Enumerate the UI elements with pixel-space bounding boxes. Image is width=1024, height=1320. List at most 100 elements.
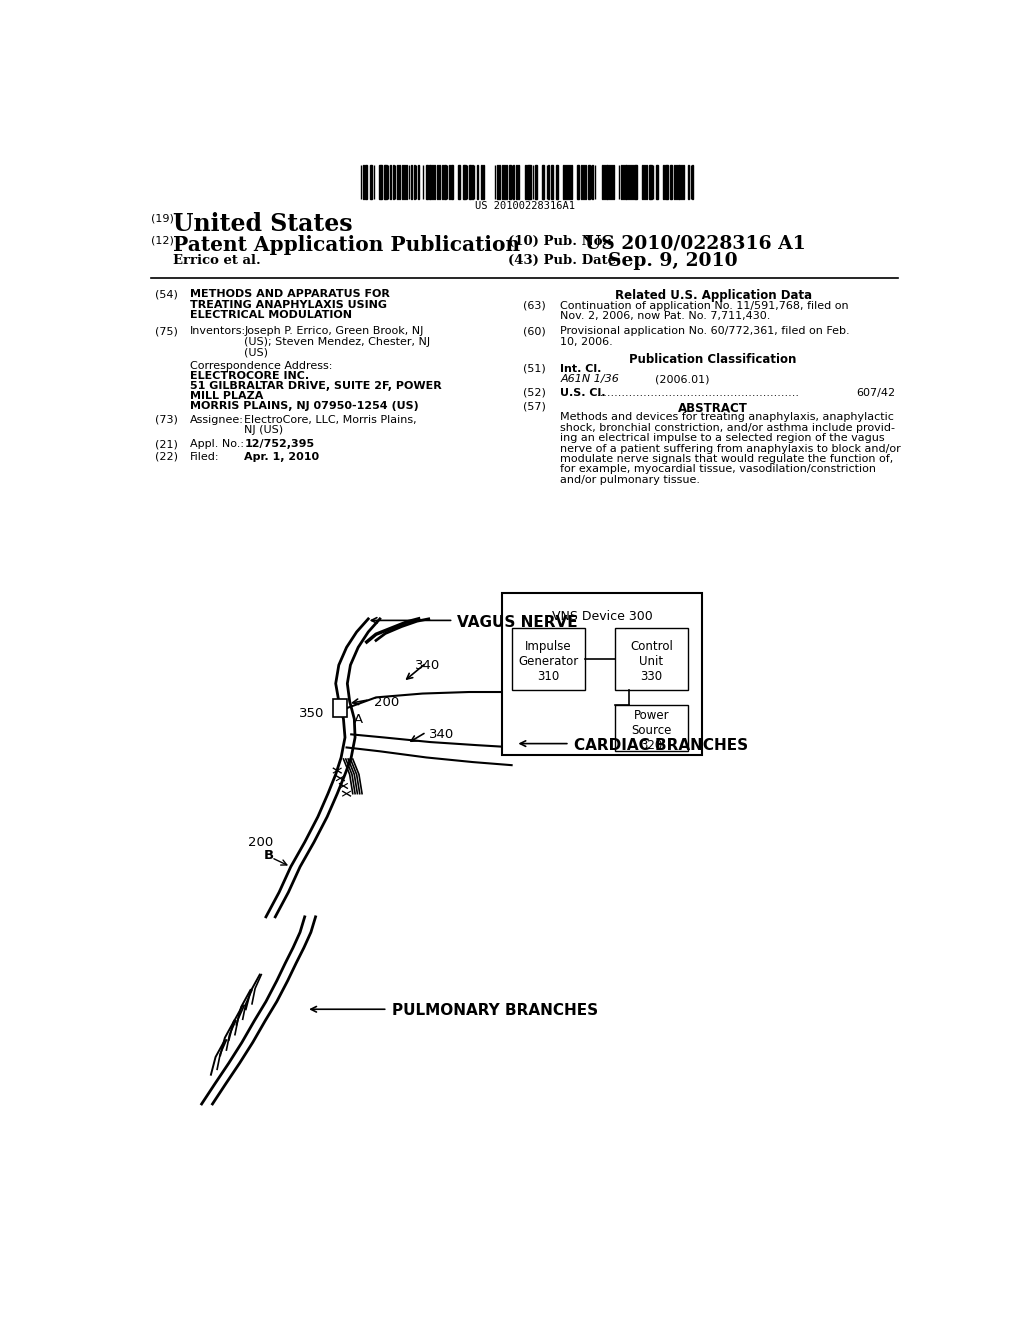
Text: (43) Pub. Date:: (43) Pub. Date:: [508, 253, 621, 267]
Bar: [650, 165, 652, 199]
Text: 51 GILBRALTAR DRIVE, SUITE 2F, POWER: 51 GILBRALTAR DRIVE, SUITE 2F, POWER: [190, 381, 441, 391]
Bar: [674, 165, 675, 199]
Bar: [678, 165, 680, 199]
Bar: [464, 165, 466, 199]
Bar: [604, 165, 605, 199]
Bar: [469, 165, 471, 199]
Text: Patent Application Publication: Patent Application Publication: [173, 235, 520, 255]
Text: A: A: [354, 713, 364, 726]
Bar: [512, 628, 586, 689]
Text: B: B: [263, 849, 273, 862]
Bar: [366, 165, 368, 199]
Bar: [449, 165, 451, 199]
Text: Related U.S. Application Data: Related U.S. Application Data: [614, 289, 812, 302]
Bar: [589, 165, 590, 199]
Text: VAGUS NERVE: VAGUS NERVE: [458, 615, 578, 630]
Text: Provisional application No. 60/772,361, filed on Feb.: Provisional application No. 60/772,361, …: [560, 326, 850, 337]
Bar: [583, 165, 585, 199]
Text: shock, bronchial constriction, and/or asthma include provid-: shock, bronchial constriction, and/or as…: [560, 422, 895, 433]
Text: (22): (22): [155, 451, 178, 462]
Text: MILL PLAZA: MILL PLAZA: [190, 391, 263, 401]
Text: 200: 200: [374, 696, 399, 709]
Text: (52): (52): [523, 388, 546, 397]
Text: (19): (19): [152, 214, 174, 224]
Text: ABSTRACT: ABSTRACT: [678, 401, 749, 414]
Text: 340: 340: [415, 659, 440, 672]
Text: Nov. 2, 2006, now Pat. No. 7,711,430.: Nov. 2, 2006, now Pat. No. 7,711,430.: [560, 312, 771, 321]
Bar: [379, 165, 381, 199]
Bar: [529, 165, 531, 199]
Text: (2006.01): (2006.01): [655, 374, 710, 384]
Bar: [429, 165, 431, 199]
Text: (73): (73): [155, 414, 178, 425]
Text: (12): (12): [152, 235, 174, 246]
Text: US 20100228316A1: US 20100228316A1: [475, 201, 574, 211]
Text: (10) Pub. No.:: (10) Pub. No.:: [508, 235, 611, 248]
Text: METHODS AND APPARATUS FOR: METHODS AND APPARATUS FOR: [190, 289, 390, 300]
Text: A61N 1/36: A61N 1/36: [560, 374, 620, 384]
Text: Joseph P. Errico, Green Brook, NJ: Joseph P. Errico, Green Brook, NJ: [245, 326, 424, 337]
Text: (60): (60): [523, 326, 546, 337]
Bar: [632, 165, 633, 199]
Text: Appl. No.:: Appl. No.:: [190, 440, 244, 449]
Text: (57): (57): [523, 401, 546, 412]
Text: Assignee:: Assignee:: [190, 414, 244, 425]
Text: United States: United States: [173, 213, 352, 236]
Bar: [397, 165, 398, 199]
Bar: [452, 165, 453, 199]
Bar: [497, 165, 499, 199]
Text: Power
Source
320: Power Source 320: [632, 709, 672, 752]
Bar: [634, 165, 636, 199]
Text: for example, myocardial tissue, vasodilation/constriction: for example, myocardial tissue, vasodila…: [560, 465, 877, 474]
Bar: [614, 628, 688, 689]
Bar: [426, 165, 428, 199]
Bar: [432, 165, 433, 199]
Text: Continuation of application No. 11/591,768, filed on: Continuation of application No. 11/591,7…: [560, 301, 849, 310]
Bar: [444, 165, 445, 199]
Text: (US); Steven Mendez, Chester, NJ: (US); Steven Mendez, Chester, NJ: [245, 337, 430, 347]
Text: (US): (US): [245, 347, 268, 356]
Text: 607/42: 607/42: [856, 388, 895, 397]
Text: CARDIAC BRANCHES: CARDIAC BRANCHES: [573, 738, 748, 754]
Text: TREATING ANAPHYLAXIS USING: TREATING ANAPHYLAXIS USING: [190, 300, 387, 310]
Bar: [527, 165, 528, 199]
Bar: [665, 165, 667, 199]
Text: ........................................................: ........................................…: [597, 388, 800, 397]
Text: 340: 340: [429, 729, 454, 742]
Text: NJ (US): NJ (US): [245, 425, 284, 436]
Bar: [385, 165, 387, 199]
Text: Correspondence Address:: Correspondence Address:: [190, 360, 333, 371]
Bar: [606, 165, 607, 199]
Text: 12/752,395: 12/752,395: [245, 440, 314, 449]
Bar: [563, 165, 564, 199]
Text: Publication Classification: Publication Classification: [630, 354, 797, 366]
Text: Int. Cl.: Int. Cl.: [560, 364, 602, 374]
Text: PULMONARY BRANCHES: PULMONARY BRANCHES: [391, 1003, 598, 1018]
Text: Impulse
Generator
310: Impulse Generator 310: [518, 640, 579, 682]
Bar: [625, 165, 627, 199]
Text: ing an electrical impulse to a selected region of the vagus: ing an electrical impulse to a selected …: [560, 433, 885, 444]
Text: Sep. 9, 2010: Sep. 9, 2010: [608, 252, 738, 271]
Text: Apr. 1, 2010: Apr. 1, 2010: [245, 451, 319, 462]
Text: (63): (63): [523, 301, 546, 310]
Text: modulate nerve signals that would regulate the function of,: modulate nerve signals that would regula…: [560, 454, 894, 465]
Text: Inventors:: Inventors:: [190, 326, 246, 337]
Text: 200: 200: [248, 836, 273, 849]
Text: MORRIS PLAINS, NJ 07950-1254 (US): MORRIS PLAINS, NJ 07950-1254 (US): [190, 401, 419, 411]
Text: U.S. Cl.: U.S. Cl.: [560, 388, 610, 397]
Bar: [477, 165, 478, 199]
Bar: [551, 165, 553, 199]
Bar: [509, 165, 511, 199]
Text: Filed:: Filed:: [190, 451, 219, 462]
Bar: [502, 165, 503, 199]
Text: Methods and devices for treating anaphylaxis, anaphylactic: Methods and devices for treating anaphyl…: [560, 412, 894, 422]
Text: nerve of a patient suffering from anaphylaxis to block and/or: nerve of a patient suffering from anaphy…: [560, 444, 901, 454]
Text: VNS Device 300: VNS Device 300: [552, 610, 652, 623]
Bar: [581, 165, 583, 199]
Text: 10, 2006.: 10, 2006.: [560, 337, 613, 347]
Text: (75): (75): [155, 326, 178, 337]
Text: ElectroCore, LLC, Morris Plains,: ElectroCore, LLC, Morris Plains,: [245, 414, 417, 425]
Text: US 2010/0228316 A1: US 2010/0228316 A1: [586, 235, 806, 252]
Text: and/or pulmonary tissue.: and/or pulmonary tissue.: [560, 475, 700, 484]
Text: Errico et al.: Errico et al.: [173, 253, 261, 267]
